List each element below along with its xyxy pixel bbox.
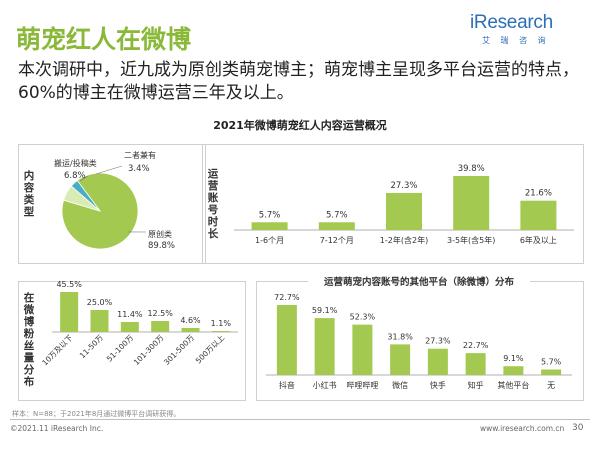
bar (314, 318, 335, 375)
x-tick-label: 11-50万 (78, 333, 105, 360)
chart-title-bg (308, 274, 530, 289)
account-age-bar-chart: 5.7% 1-6个月 5.7% 7-12个月 27.3% 1-2年(含2年) 39.8% 3-… (234, 164, 574, 245)
bar (503, 366, 524, 375)
bar (318, 222, 355, 230)
other-platforms-chart-title: 运营萌宠内容账号的其他平台（除微博）分布 (324, 276, 515, 288)
page-subtitle: 本次调研中，近九成为原创类萌宠博主；萌宠博主呈现多平台运营的特点，60%的博主在… (18, 60, 579, 103)
logo-text: iResearch (470, 12, 553, 33)
pie-slice-value: 6.8% (64, 171, 86, 181)
bar (60, 292, 79, 332)
bar-value-label: 5.7% (541, 358, 562, 367)
bar (181, 327, 200, 332)
bar-value-label: 11.4% (117, 310, 143, 319)
bar (520, 200, 557, 230)
x-tick-label: 3-5年(含5年) (447, 235, 495, 245)
pie-leader-line (79, 175, 89, 182)
bar-value-label: 25.0% (87, 298, 113, 307)
bar-value-label: 72.7% (274, 293, 300, 302)
content-type-axis-label: 内容类型 (23, 170, 35, 218)
pie-slice (70, 179, 101, 212)
x-tick-label: 301-500万 (162, 333, 196, 367)
x-tick-label: 快手 (430, 380, 446, 390)
bar (251, 222, 288, 230)
bar (390, 344, 411, 375)
bar-value-label: 5.7% (259, 210, 281, 220)
pie-slice-label: 原创类 (148, 229, 172, 239)
other-platforms-bar-chart: 运营萌宠内容账号的其他平台（除微博）分布 72.7% 抖音 59.1% 小红书 52.3%… (266, 274, 572, 390)
bar-value-label: 59.1% (312, 306, 338, 315)
x-tick-label: 其他平台 (497, 380, 529, 390)
pie-slice-value: 89.8% (148, 241, 175, 251)
section-title: 2021年微博萌宠红人内容运营概况 (213, 119, 387, 132)
bar (211, 331, 230, 332)
bar (90, 310, 109, 332)
bar-value-label: 45.5% (56, 280, 82, 289)
bar-value-label: 21.6% (525, 189, 552, 199)
x-tick-label: 1-6个月 (255, 236, 284, 245)
bar (386, 192, 422, 230)
iresearch-logo: iResearch 艾 瑞 咨 询 (470, 12, 580, 46)
bar (276, 305, 297, 375)
bar (151, 321, 170, 332)
content-type-pie-chart: 原创类 89.8% 搬运/投稿类 6.8% 二者兼有 3.4% (54, 150, 175, 251)
bar (465, 353, 486, 375)
followers-panel (18, 281, 246, 401)
bar-value-label: 52.3% (350, 313, 376, 322)
x-tick-label: 无 (547, 381, 555, 390)
pie-leader-line (95, 165, 123, 175)
account-age-panel (202, 144, 584, 264)
footnote: 样本：N=88；于2021年8月通过微博平台调研获得。 (12, 410, 181, 418)
content-type-panel (18, 144, 206, 264)
x-tick-label: 微信 (392, 380, 408, 390)
bar-value-label: 27.3% (390, 181, 417, 191)
bar-value-label: 9.1% (503, 354, 524, 363)
x-tick-label: 1-2年(含2年) (380, 235, 428, 245)
bar-value-label: 39.8% (458, 164, 485, 174)
pie-slice-value: 3.4% (128, 164, 150, 174)
logo-subtext: 艾 瑞 咨 询 (482, 36, 550, 45)
x-tick-label: 6年及以上 (520, 235, 557, 245)
page-number: 30 (572, 423, 584, 433)
bar (541, 369, 562, 375)
website-link: www.iresearch.com.cn (480, 424, 565, 433)
x-tick-label: 7-12个月 (320, 236, 354, 245)
bar-value-label: 27.3% (425, 337, 451, 346)
bar (427, 348, 448, 375)
x-tick-label: 51-100万 (105, 333, 136, 364)
footer-divider (10, 419, 590, 420)
bar (352, 324, 373, 375)
x-tick-label: 10万及以下 (40, 333, 75, 368)
bar (453, 176, 490, 230)
pie-slice-label: 二者兼有 (124, 150, 156, 160)
x-tick-label: 小红书 (313, 380, 337, 390)
followers-axis-label: 在微博粉丝量分布 (23, 292, 35, 388)
account-age-axis-label: 运营账号时长 (207, 168, 219, 240)
bar-value-label: 5.7% (326, 210, 348, 220)
bar-value-label: 12.5% (147, 309, 173, 318)
x-tick-label: 知乎 (468, 380, 484, 390)
copyright: ©2021.11 iResearch Inc. (10, 424, 104, 433)
x-tick-label: 500万以上 (194, 333, 227, 366)
bar (120, 321, 139, 332)
x-tick-label: 哔哩哔哩 (346, 381, 378, 390)
followers-bar-chart: 45.5% 10万及以下 25.0% 11-50万 11.4% 51-100万 12.5% 1… (40, 280, 238, 368)
x-tick-label: 101-300万 (132, 333, 166, 367)
bar-value-label: 4.6% (180, 316, 201, 325)
bar-value-label: 31.8% (387, 332, 413, 341)
bar-value-label: 1.1% (211, 319, 232, 328)
pie-slice-label: 搬运/投稿类 (54, 158, 97, 168)
page-title: 萌宠红人在微博 (16, 25, 192, 54)
x-tick-label: 抖音 (279, 380, 295, 390)
bar-value-label: 22.7% (463, 341, 489, 350)
